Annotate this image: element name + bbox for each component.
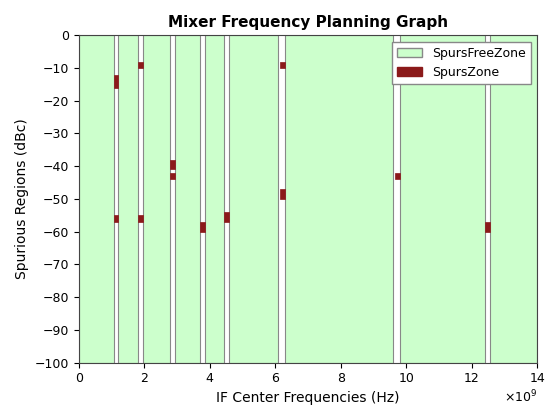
- Bar: [280, 61, 285, 68]
- Legend: SpursFreeZone, SpursZone: SpursFreeZone, SpursZone: [392, 42, 531, 84]
- Bar: [175, 35, 200, 362]
- Bar: [118, 35, 138, 362]
- X-axis label: IF Center Frequencies (Hz): IF Center Frequencies (Hz): [216, 391, 400, 405]
- Bar: [114, 75, 118, 88]
- Bar: [280, 189, 285, 199]
- Text: $\times10^9$: $\times10^9$: [504, 388, 537, 405]
- Bar: [138, 61, 142, 68]
- Bar: [205, 35, 225, 362]
- Bar: [395, 173, 400, 179]
- Bar: [114, 215, 118, 222]
- Y-axis label: Spurious Regions (dBc): Spurious Regions (dBc): [15, 118, 29, 279]
- Bar: [489, 35, 537, 362]
- Bar: [200, 222, 205, 232]
- Bar: [225, 212, 229, 222]
- Bar: [170, 173, 175, 179]
- Bar: [78, 35, 114, 362]
- Bar: [229, 35, 278, 362]
- Bar: [285, 35, 393, 362]
- Bar: [485, 222, 489, 232]
- Bar: [400, 35, 485, 362]
- Bar: [138, 215, 142, 222]
- Title: Mixer Frequency Planning Graph: Mixer Frequency Planning Graph: [168, 15, 448, 30]
- Bar: [142, 35, 170, 362]
- Bar: [170, 160, 175, 170]
